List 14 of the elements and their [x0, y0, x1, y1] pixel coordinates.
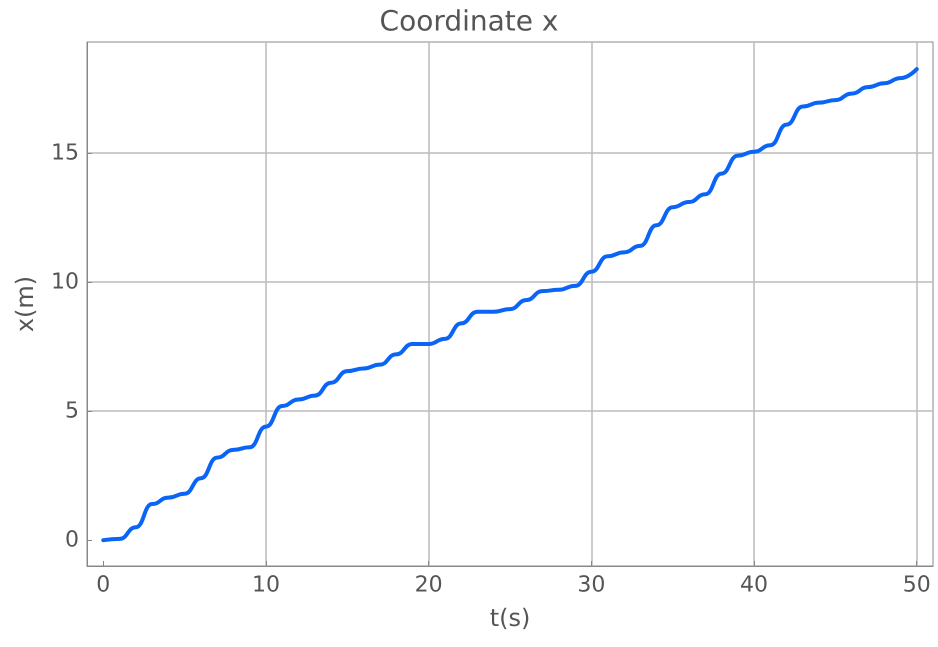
line-series: [101, 67, 919, 542]
x-tick-label: 0: [96, 572, 110, 598]
chart-title: Coordinate x: [380, 4, 558, 38]
x-tick-label: 40: [740, 572, 768, 598]
x-tick-label: 10: [252, 572, 280, 598]
x-tick-label: 30: [577, 572, 606, 598]
y-tick-label: 10: [51, 270, 79, 295]
y-axis-title: x(m): [11, 276, 39, 332]
y-tick-label: 5: [65, 398, 79, 424]
y-tick-label: 15: [51, 140, 79, 166]
x-tick-label: 20: [414, 572, 443, 598]
x-tick-label: 50: [902, 572, 931, 598]
y-tick-label: 0: [65, 528, 79, 553]
x-axis-title: t(s): [490, 604, 530, 632]
